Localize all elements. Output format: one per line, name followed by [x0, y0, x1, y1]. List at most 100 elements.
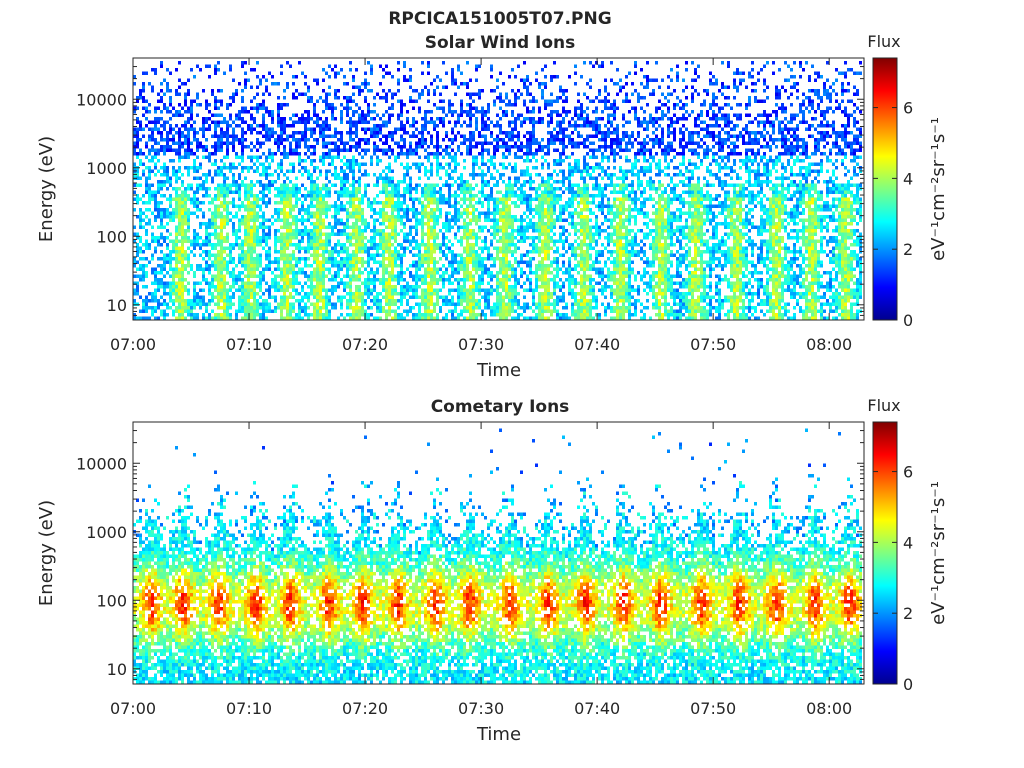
heat-cell	[268, 201, 271, 205]
heatmap-solar-wind	[133, 61, 862, 320]
heat-cell	[328, 232, 331, 236]
heat-cell	[469, 113, 472, 117]
heat-cell	[391, 222, 394, 226]
heat-cell	[319, 218, 322, 222]
heat-cell	[193, 120, 196, 124]
heat-cell	[463, 260, 466, 264]
heat-cell	[277, 96, 280, 100]
heat-cell	[460, 253, 463, 257]
heat-cell	[328, 260, 331, 264]
heat-cell	[304, 110, 307, 114]
heat-cell	[271, 222, 274, 226]
heat-cell	[157, 183, 160, 187]
heat-cell	[496, 257, 499, 261]
heat-cell	[502, 316, 505, 320]
heat-cell	[337, 145, 340, 149]
heat-cell	[499, 239, 502, 243]
heat-cell	[451, 267, 454, 271]
heat-cell	[340, 120, 343, 124]
heat-cell	[370, 299, 373, 303]
heat-cell	[385, 176, 388, 180]
heat-cell	[178, 166, 181, 170]
heat-cell	[313, 215, 316, 219]
heat-cell	[151, 211, 154, 215]
heat-cell	[364, 243, 367, 247]
heat-cell	[229, 288, 232, 292]
heat-cell	[478, 236, 481, 240]
heat-cell	[241, 64, 244, 68]
heat-cell	[175, 299, 178, 303]
heat-cell	[256, 225, 259, 229]
heat-cell	[193, 299, 196, 303]
heat-cell	[307, 127, 310, 131]
heat-cell	[148, 222, 151, 226]
heat-cell	[244, 295, 247, 299]
heat-cell	[172, 285, 175, 289]
heat-cell	[178, 187, 181, 191]
heat-cell	[268, 131, 271, 135]
heat-cell	[187, 138, 190, 142]
heat-cell	[412, 239, 415, 243]
heat-cell	[163, 180, 166, 184]
heat-cell	[244, 250, 247, 254]
heat-cell	[496, 138, 499, 142]
heat-cell	[346, 106, 349, 110]
heat-cell	[385, 152, 388, 156]
heat-cell	[262, 222, 265, 226]
heat-cell	[271, 278, 274, 282]
heat-cell	[181, 299, 184, 303]
heat-cell	[370, 68, 373, 72]
heat-cell	[355, 236, 358, 240]
heat-cell	[331, 215, 334, 219]
heat-cell	[268, 285, 271, 289]
heat-cell	[313, 267, 316, 271]
heat-cell	[499, 278, 502, 282]
heat-cell	[454, 211, 457, 215]
heat-cell	[388, 113, 391, 117]
heat-cell	[418, 250, 421, 254]
heat-cell	[313, 253, 316, 257]
heat-cell	[205, 243, 208, 247]
heat-cell	[220, 267, 223, 271]
heat-cell	[325, 302, 328, 306]
heat-cell	[160, 99, 163, 103]
heat-cell	[139, 295, 142, 299]
heat-cell	[364, 278, 367, 282]
heat-cell	[337, 253, 340, 257]
heat-cell	[469, 201, 472, 205]
heat-cell	[193, 232, 196, 236]
heat-cell	[226, 309, 229, 313]
heat-cell	[382, 152, 385, 156]
heat-cell	[403, 61, 406, 65]
heat-cell	[157, 92, 160, 96]
heat-cell	[229, 257, 232, 261]
heat-cell	[400, 299, 403, 303]
heat-cell	[274, 131, 277, 135]
heat-cell	[253, 250, 256, 254]
heat-cell	[277, 106, 280, 110]
heat-cell	[175, 292, 178, 296]
heat-cell	[151, 257, 154, 261]
heat-cell	[139, 222, 142, 226]
heat-cell	[385, 281, 388, 285]
heat-cell	[184, 138, 187, 142]
heat-cell	[400, 204, 403, 208]
heat-cell	[394, 257, 397, 261]
heat-cell	[241, 204, 244, 208]
heat-cell	[220, 103, 223, 107]
heat-cell	[346, 306, 349, 310]
heat-cell	[169, 257, 172, 261]
heat-cell	[214, 222, 217, 226]
heat-cell	[280, 239, 283, 243]
heat-cell	[169, 292, 172, 296]
heat-cell	[193, 75, 196, 79]
heat-cell	[193, 201, 196, 205]
heat-cell	[484, 180, 487, 184]
heat-cell	[397, 253, 400, 257]
heat-cell	[229, 295, 232, 299]
heat-cell	[205, 106, 208, 110]
heat-cell	[415, 141, 418, 145]
heat-cell	[214, 253, 217, 257]
heat-cell	[250, 313, 253, 317]
heat-cell	[199, 299, 202, 303]
